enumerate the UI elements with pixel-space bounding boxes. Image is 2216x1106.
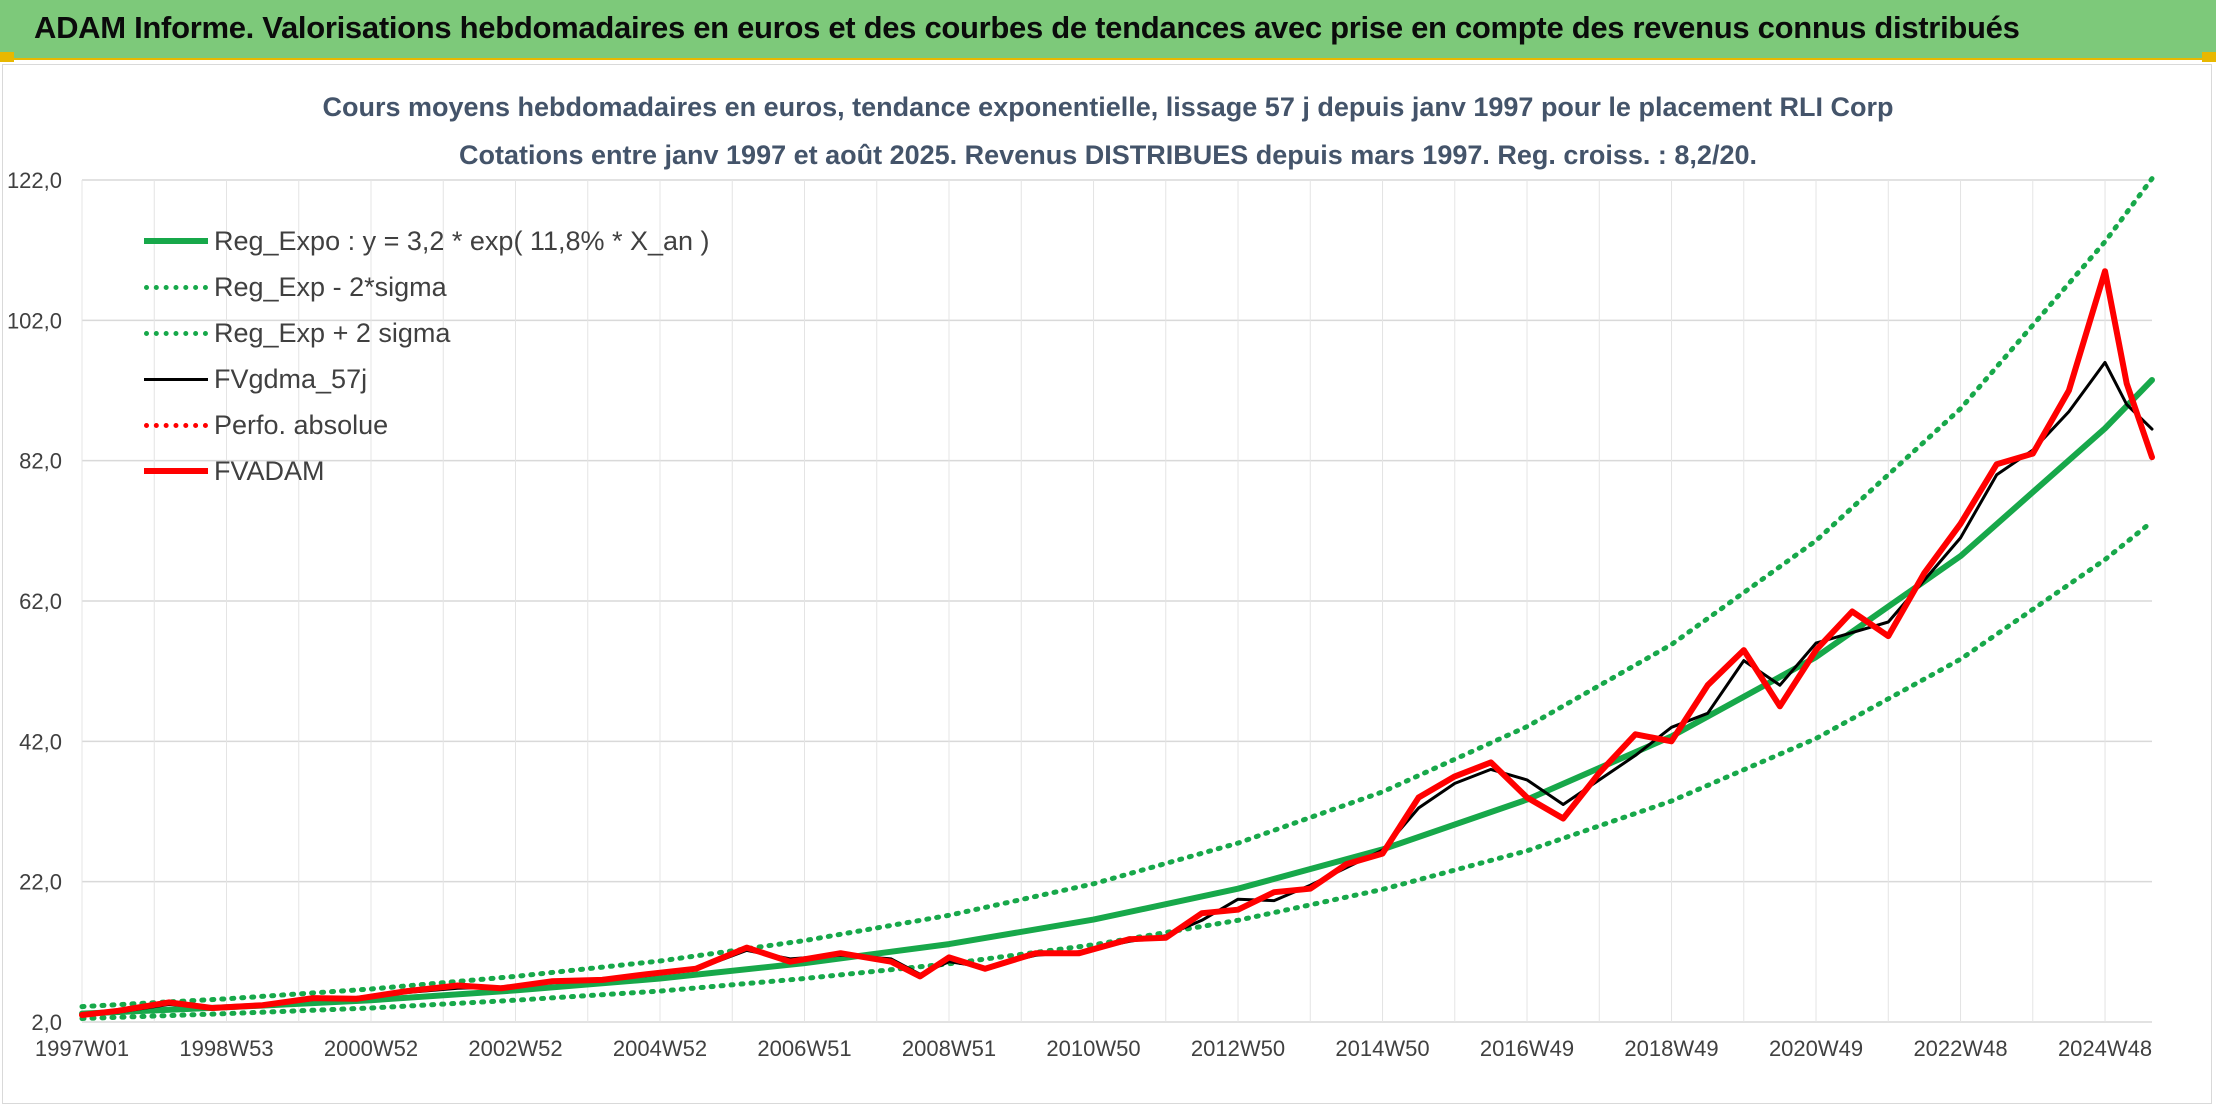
legend-swatch-line: [144, 423, 208, 428]
x-tick-label: 2010W50: [1046, 1036, 1140, 1061]
chart-frame: [2, 64, 2212, 1104]
x-tick-label: 2000W52: [324, 1036, 418, 1061]
report-banner: ADAM Informe. Valorisations hebdomadaire…: [0, 0, 2216, 62]
legend-label: FVADAM: [214, 455, 325, 486]
legend-swatch: [144, 465, 208, 477]
x-tick-label: 2012W50: [1191, 1036, 1285, 1061]
legend-swatch-line: [144, 238, 208, 244]
series-line-reg-exp-2-sigma: [79, 519, 2155, 1021]
legend-item: FVgdma_57j: [144, 356, 710, 402]
legend-item: Reg_Exp - 2*sigma: [144, 264, 710, 310]
legend-swatch: [144, 373, 208, 385]
x-tick-label: 2006W51: [757, 1036, 851, 1061]
x-tick-label: 2020W49: [1769, 1036, 1863, 1061]
legend-swatch-line: [144, 377, 208, 381]
x-tick-label: 2014W50: [1335, 1036, 1429, 1061]
x-tick-label: 1998W53: [179, 1036, 273, 1061]
x-tick-label: 2016W49: [1480, 1036, 1574, 1061]
series-line-fvadam: [79, 268, 2155, 1018]
x-tick-label: 2004W52: [613, 1036, 707, 1061]
legend-item: Reg_Expo : y = 3,2 * exp( 11,8% * X_an ): [144, 218, 710, 264]
series-line-reg-expo-y-3-2-exp-11-8-x-an: [79, 377, 2155, 1017]
legend-swatch-line: [144, 285, 208, 290]
chart-subtitle: Cotations entre janv 1997 et août 2025. …: [458, 140, 1757, 170]
report-title: ADAM Informe. Valorisations hebdomadaire…: [34, 10, 2020, 45]
y-tick-label: 102,0: [7, 308, 62, 333]
y-tick-label: 22,0: [19, 870, 62, 895]
legend-label: Reg_Expo : y = 3,2 * exp( 11,8% * X_an ): [214, 225, 710, 256]
legend-label: Perfo. absolue: [214, 409, 389, 440]
banner-corner-left: [0, 52, 14, 62]
legend-item: Reg_Exp + 2 sigma: [144, 310, 710, 356]
y-tick-label: 122,0: [7, 168, 62, 193]
x-tick-label: 2018W49: [1624, 1036, 1718, 1061]
y-tick-label: 42,0: [19, 729, 62, 754]
banner-corner-right: [2202, 52, 2216, 62]
legend-label: FVgdma_57j: [214, 363, 368, 394]
legend-swatch: [144, 235, 208, 247]
y-tick-label: 2,0: [31, 1010, 62, 1035]
y-tick-label: 62,0: [19, 589, 62, 614]
legend-item: Perfo. absolue: [144, 402, 710, 448]
legend-swatch-line: [144, 468, 208, 474]
x-tick-label: 2022W48: [1913, 1036, 2007, 1061]
y-tick-label: 82,0: [19, 449, 62, 474]
x-tick-label: 2002W52: [468, 1036, 562, 1061]
legend-swatch-line: [144, 331, 208, 336]
x-tick-label: 1997W01: [35, 1036, 129, 1061]
legend-item: FVADAM: [144, 448, 710, 494]
legend-label: Reg_Exp + 2 sigma: [214, 317, 451, 348]
x-tick-label: 2024W48: [2058, 1036, 2152, 1061]
series-line-reg-exp-2-sigma: [79, 176, 2155, 1010]
x-tick-label: 2008W51: [902, 1036, 996, 1061]
legend-swatch: [144, 281, 208, 293]
legend-swatch: [144, 419, 208, 431]
chart-title: Cours moyens hebdomadaires en euros, ten…: [322, 92, 1894, 122]
chart-legend: Reg_Expo : y = 3,2 * exp( 11,8% * X_an )…: [144, 218, 710, 494]
legend-swatch: [144, 327, 208, 339]
legend-label: Reg_Exp - 2*sigma: [214, 271, 447, 302]
